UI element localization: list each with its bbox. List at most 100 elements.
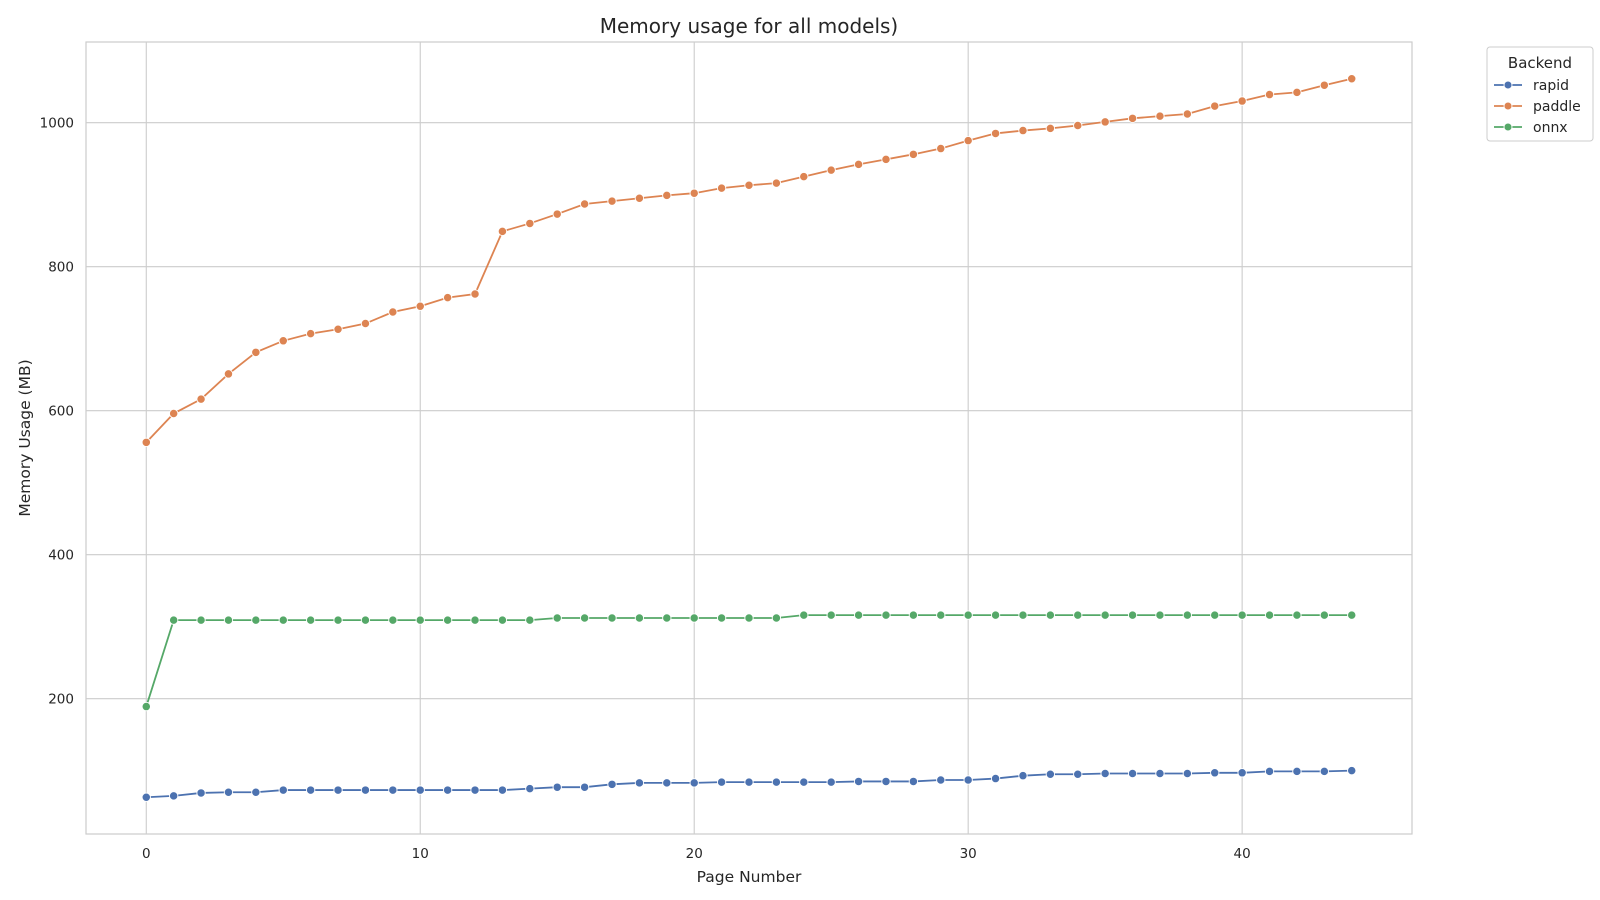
legend-box [1486, 46, 1594, 142]
data-point-onnx [634, 613, 645, 623]
data-point-onnx [360, 615, 371, 625]
data-point-onnx [1292, 610, 1302, 620]
data-point-rapid [826, 777, 836, 787]
data-point-onnx [223, 615, 234, 625]
data-point-onnx [196, 615, 206, 625]
data-point-paddle [1210, 101, 1220, 111]
x-tick-label: 20 [686, 846, 703, 862]
legend-label-onnx: onnx [1533, 120, 1568, 136]
data-point-paddle [579, 199, 590, 209]
data-point-paddle [552, 209, 562, 219]
data-point-rapid [881, 776, 891, 787]
data-point-rapid [1319, 766, 1329, 777]
data-point-paddle [141, 437, 151, 447]
data-point-onnx [1264, 610, 1275, 620]
data-point-paddle [251, 347, 261, 357]
data-point-onnx [826, 610, 836, 620]
y-tick-label: 1000 [40, 116, 74, 132]
data-point-onnx [388, 615, 398, 625]
data-point-paddle [1100, 117, 1110, 127]
data-point-onnx [497, 615, 508, 625]
data-point-rapid [936, 775, 946, 785]
y-tick-label: 200 [48, 692, 74, 708]
data-point-rapid [1182, 768, 1192, 779]
data-point-rapid [442, 785, 453, 795]
series-rapid [141, 765, 1357, 802]
data-point-paddle [1292, 87, 1302, 98]
data-point-rapid [1237, 768, 1247, 778]
data-point-rapid [141, 792, 151, 802]
grid [86, 42, 1412, 834]
data-point-rapid [799, 777, 809, 787]
data-point-paddle [607, 196, 617, 206]
data-point-rapid [1018, 771, 1028, 781]
data-point-rapid [552, 782, 562, 792]
data-point-rapid [1292, 766, 1302, 777]
legend-label-rapid: rapid [1533, 78, 1569, 94]
data-point-paddle [1347, 74, 1357, 84]
data-point-rapid [662, 778, 672, 788]
y-tick-label: 400 [48, 548, 74, 564]
data-point-rapid [744, 777, 754, 787]
data-point-paddle [963, 135, 973, 146]
data-point-onnx [990, 610, 1001, 620]
data-point-onnx [1127, 610, 1138, 620]
data-point-rapid [1073, 769, 1083, 779]
data-point-paddle [1073, 120, 1083, 131]
data-point-rapid [251, 787, 261, 797]
series-onnx [141, 610, 1357, 712]
data-point-paddle [1237, 96, 1247, 106]
data-point-rapid [1100, 768, 1110, 779]
series-layer [141, 74, 1357, 802]
data-point-onnx [141, 701, 151, 712]
tick-labels: 0 10 20 30 40 200 400 600 800 1000 [40, 116, 1251, 862]
data-point-onnx [169, 615, 179, 625]
data-point-onnx [1100, 610, 1110, 620]
data-point-onnx [853, 610, 864, 620]
legend-marker-rapid [1503, 80, 1513, 90]
data-point-rapid [771, 777, 782, 787]
data-point-rapid [306, 785, 316, 795]
data-point-onnx [716, 613, 727, 623]
data-point-onnx [1182, 610, 1192, 620]
data-point-rapid [415, 785, 425, 795]
data-point-rapid [579, 782, 590, 792]
data-point-onnx [1210, 610, 1220, 620]
legend-title: Backend [1508, 54, 1572, 72]
data-point-onnx [744, 613, 754, 623]
data-point-paddle [333, 324, 343, 334]
data-point-onnx [1237, 610, 1247, 620]
data-point-onnx [415, 615, 425, 625]
data-point-rapid [470, 785, 480, 795]
data-point-rapid [278, 785, 288, 795]
data-point-paddle [1319, 80, 1329, 90]
legend-items: rapid paddle onnx [1494, 78, 1581, 136]
data-point-paddle [1018, 125, 1028, 136]
data-point-paddle [881, 154, 891, 165]
data-point-rapid [1347, 765, 1357, 776]
legend-item-onnx: onnx [1494, 120, 1568, 136]
x-axis-title: Page Number [697, 868, 802, 886]
data-point-rapid [607, 779, 617, 789]
data-point-paddle [278, 336, 288, 346]
data-point-onnx [936, 610, 946, 620]
x-tick-label: 10 [412, 846, 429, 862]
data-point-rapid [333, 785, 343, 795]
data-point-onnx [306, 615, 316, 625]
x-tick-label: 40 [1234, 846, 1251, 862]
data-point-rapid [1127, 768, 1138, 779]
data-point-paddle [662, 190, 672, 201]
data-point-onnx [908, 610, 919, 620]
data-point-paddle [853, 159, 864, 170]
data-point-paddle [360, 318, 371, 329]
data-point-paddle [442, 292, 453, 303]
data-point-onnx [470, 615, 480, 625]
data-point-rapid [223, 787, 234, 797]
data-point-onnx [552, 613, 562, 623]
legend: Backend rapid paddle onnx [1486, 46, 1594, 142]
data-point-paddle [497, 226, 508, 237]
data-point-onnx [442, 615, 453, 625]
data-point-paddle [169, 408, 179, 419]
data-point-onnx [1155, 610, 1165, 620]
data-point-rapid [1264, 766, 1275, 777]
